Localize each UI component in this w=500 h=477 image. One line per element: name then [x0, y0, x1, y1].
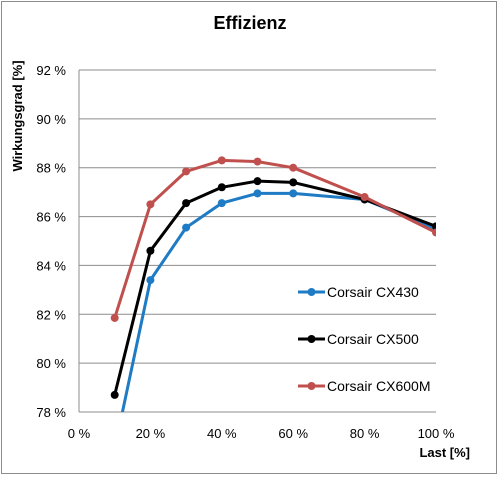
- x-tick-label: 100 %: [418, 426, 455, 441]
- data-point: [111, 445, 119, 453]
- data-point: [289, 163, 298, 172]
- data-point: [253, 157, 262, 166]
- data-point: [289, 189, 298, 198]
- series-line-1: [113, 179, 436, 396]
- y-tick-label: 78 %: [36, 405, 66, 420]
- y-axis-label: Wirkungsgrad [%]: [10, 60, 25, 171]
- data-point: [182, 167, 191, 176]
- data-point: [360, 193, 369, 202]
- legend-label: Corsair CX500: [327, 331, 419, 347]
- data-point: [432, 222, 436, 231]
- y-tick-label: 84 %: [36, 258, 66, 273]
- data-point: [110, 313, 119, 322]
- x-tick-label: 60 %: [278, 426, 308, 441]
- y-tick-label: 92 %: [36, 63, 66, 78]
- series-lines: [110, 156, 436, 453]
- legend-swatch-marker: [307, 335, 316, 343]
- x-tick-label: 40 %: [207, 426, 237, 441]
- data-point: [182, 199, 191, 208]
- data-point: [182, 223, 191, 232]
- legend: Corsair CX430 Corsair CX500 Corsair CX600M: [298, 284, 430, 394]
- data-point: [432, 228, 436, 237]
- y-tick-label: 90 %: [36, 112, 66, 127]
- y-tick-label: 82 %: [36, 307, 66, 322]
- data-point: [217, 199, 226, 208]
- legend-swatch-marker: [307, 288, 316, 296]
- data-point: [217, 183, 226, 192]
- legend-swatch-marker: [307, 382, 316, 390]
- tick-labels: 78 % 80 % 82 % 84 % 86 % 88 % 90 % 92 % 0 % 20 % 4…: [36, 63, 455, 441]
- x-axis-label: Last [%]: [419, 445, 470, 460]
- x-tick-label: 20 %: [136, 426, 166, 441]
- legend-label: Corsair CX600M: [327, 378, 430, 394]
- data-point: [110, 390, 119, 399]
- series-line-0: [120, 191, 436, 412]
- data-point: [253, 189, 262, 198]
- legend-label: Corsair CX430: [327, 284, 419, 300]
- data-point: [146, 200, 155, 209]
- x-tick-label: 80 %: [350, 426, 380, 441]
- chart-title: Effizienz: [213, 13, 286, 33]
- data-point: [253, 177, 262, 186]
- y-tick-label: 86 %: [36, 210, 66, 225]
- gridlines: [79, 69, 436, 364]
- axes: [78, 70, 436, 413]
- x-tick-label: 0 %: [68, 426, 91, 441]
- data-point: [217, 156, 226, 165]
- y-tick-label: 80 %: [36, 356, 66, 371]
- y-tick-label: 88 %: [36, 161, 66, 176]
- data-point: [146, 276, 155, 285]
- data-point: [289, 178, 298, 187]
- series-line-2: [113, 158, 436, 319]
- data-point: [146, 246, 155, 255]
